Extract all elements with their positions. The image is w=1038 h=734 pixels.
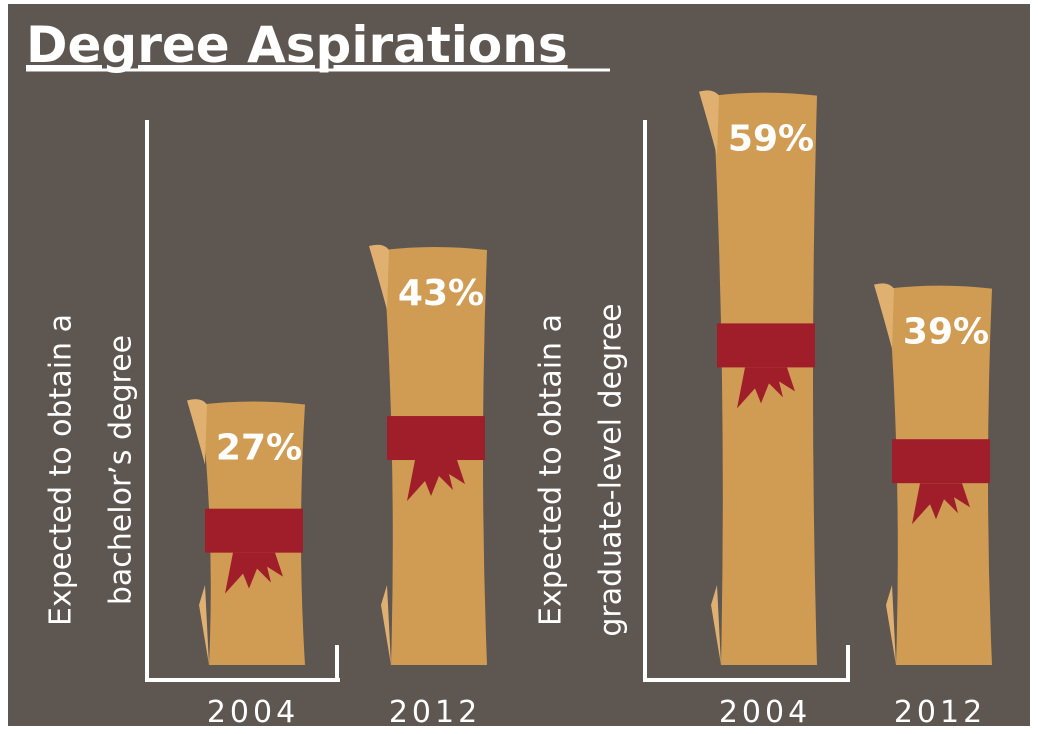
ribbon xyxy=(387,416,485,461)
scroll xyxy=(699,90,817,665)
scroll-curl xyxy=(187,399,207,465)
ribbon-tails xyxy=(737,367,795,409)
value-label: 39% xyxy=(903,312,989,353)
x-tick-label: 2004 xyxy=(719,695,811,730)
scroll xyxy=(874,283,992,665)
ribbon-tails xyxy=(225,552,283,594)
y-axis-label: Expected to obtain a xyxy=(44,314,79,626)
scroll xyxy=(369,244,487,666)
y-axis-label: Expected to obtain a xyxy=(534,314,569,626)
value-label: 43% xyxy=(398,273,484,314)
scroll-curl xyxy=(699,90,719,156)
scroll xyxy=(187,399,305,665)
background xyxy=(8,4,1030,726)
y-axis-label: bachelor’s degree xyxy=(104,335,139,605)
scroll-edge xyxy=(886,585,896,665)
scroll-curl xyxy=(874,283,894,349)
scroll-edge xyxy=(381,585,391,665)
value-label: 59% xyxy=(728,119,814,160)
x-tick-label: 2012 xyxy=(389,695,481,730)
ribbon xyxy=(892,439,990,484)
ribbon-tails xyxy=(912,483,970,525)
value-label: 27% xyxy=(216,427,302,468)
x-tick-label: 2004 xyxy=(207,695,299,730)
ribbon xyxy=(205,508,303,553)
scroll-edge xyxy=(711,585,721,665)
scroll-curl xyxy=(369,244,389,311)
ribbon xyxy=(717,323,815,368)
chart-title: Degree Aspirations xyxy=(26,16,568,74)
ribbon-tails xyxy=(407,460,465,502)
y-axis-label: graduate-level degree xyxy=(594,303,629,636)
scroll-edge xyxy=(199,585,209,665)
x-tick-label: 2012 xyxy=(894,695,986,730)
